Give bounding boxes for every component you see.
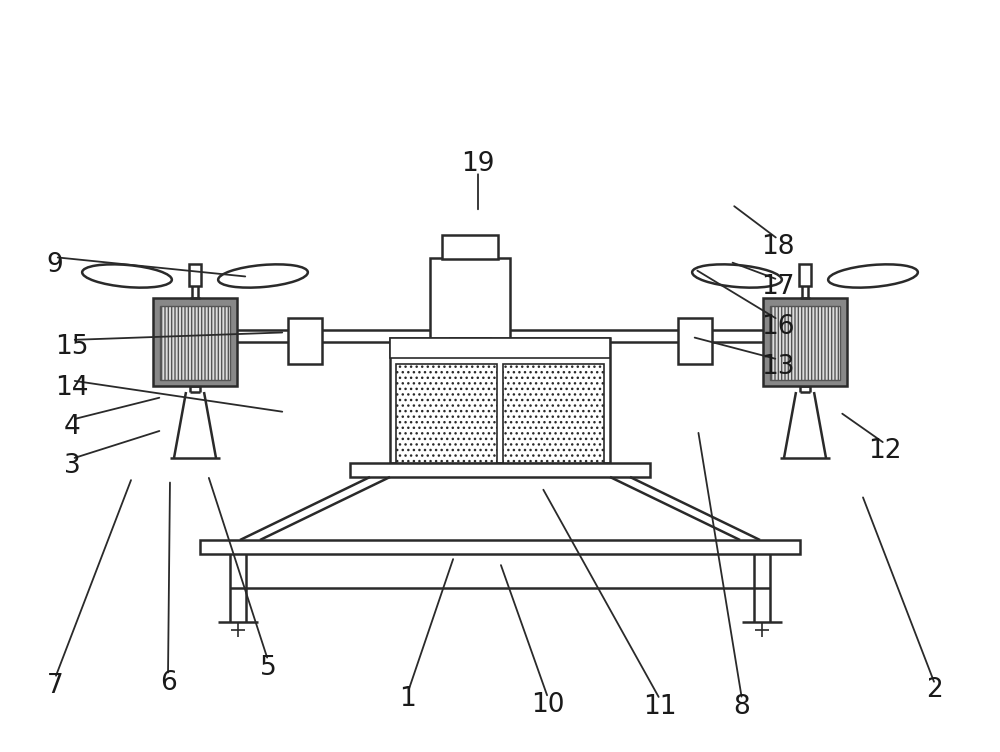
Text: 19: 19 bbox=[461, 151, 495, 177]
Bar bbox=[396, 364, 497, 463]
Ellipse shape bbox=[82, 265, 172, 287]
Bar bbox=[390, 338, 610, 358]
Bar bbox=[450, 338, 490, 354]
Bar bbox=[189, 264, 201, 286]
Bar bbox=[799, 264, 811, 286]
Bar bbox=[160, 306, 230, 380]
Bar bbox=[503, 364, 604, 463]
Bar bbox=[390, 338, 610, 463]
Text: 5: 5 bbox=[260, 655, 276, 681]
Text: 7: 7 bbox=[47, 673, 63, 699]
Ellipse shape bbox=[218, 265, 308, 287]
Text: 10: 10 bbox=[531, 693, 565, 718]
Bar bbox=[430, 258, 510, 338]
Text: 1: 1 bbox=[400, 687, 416, 712]
Text: 14: 14 bbox=[55, 375, 89, 401]
Text: 8: 8 bbox=[734, 694, 750, 720]
Text: 16: 16 bbox=[761, 314, 795, 340]
Text: 15: 15 bbox=[55, 335, 89, 360]
Bar bbox=[770, 306, 840, 380]
Bar bbox=[288, 318, 322, 364]
Bar bbox=[678, 318, 712, 364]
Bar bbox=[153, 298, 237, 386]
Bar bbox=[442, 235, 498, 259]
Text: 6: 6 bbox=[160, 670, 176, 696]
Ellipse shape bbox=[828, 265, 918, 287]
Ellipse shape bbox=[692, 265, 782, 287]
Text: 18: 18 bbox=[761, 234, 795, 259]
Bar bbox=[200, 540, 800, 554]
Bar bbox=[350, 463, 650, 477]
Bar bbox=[763, 298, 847, 386]
Text: 2: 2 bbox=[927, 678, 943, 703]
Text: 4: 4 bbox=[64, 414, 80, 440]
Text: 17: 17 bbox=[761, 274, 795, 300]
Text: 3: 3 bbox=[64, 453, 80, 479]
Text: 12: 12 bbox=[868, 438, 902, 464]
Text: 13: 13 bbox=[761, 354, 795, 380]
Text: 9: 9 bbox=[47, 252, 63, 277]
Text: 11: 11 bbox=[643, 694, 677, 720]
